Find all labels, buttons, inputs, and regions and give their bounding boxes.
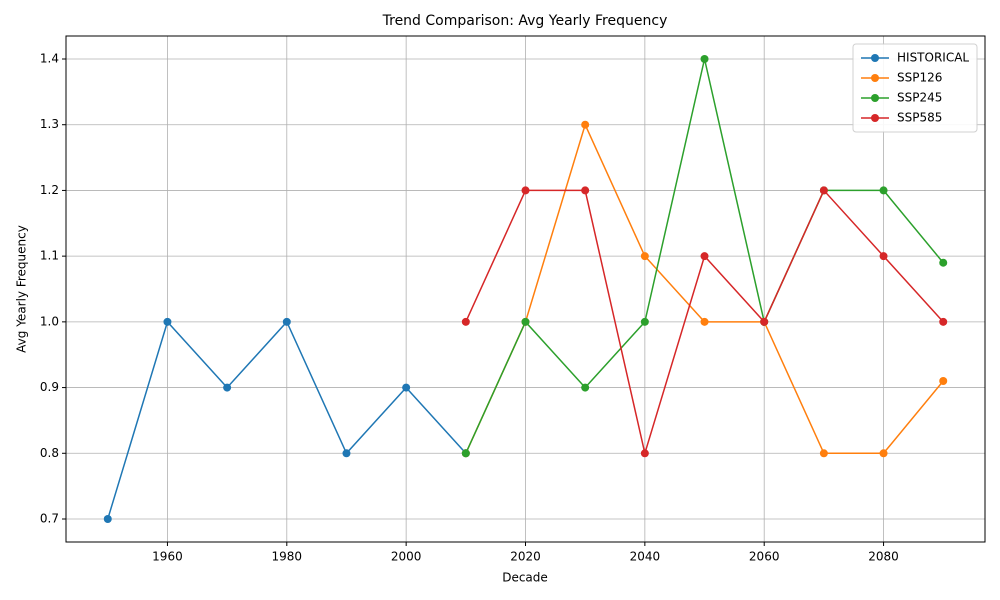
data-point xyxy=(640,252,649,261)
legend-label: SSP585 xyxy=(897,111,942,125)
data-point xyxy=(640,449,649,458)
y-axis-label: Avg Yearly Frequency xyxy=(15,225,29,353)
x-axis-label: Decade xyxy=(502,571,548,585)
data-point xyxy=(879,186,888,195)
legend-marker xyxy=(871,74,879,82)
data-point xyxy=(939,258,948,267)
data-point xyxy=(819,186,828,195)
x-tick-label: 2080 xyxy=(868,550,899,564)
legend-label: SSP245 xyxy=(897,91,942,105)
data-point xyxy=(461,317,470,326)
y-tick-label: 0.8 xyxy=(40,446,59,460)
data-point xyxy=(640,317,649,326)
y-tick-label: 0.7 xyxy=(40,512,59,526)
data-point xyxy=(819,449,828,458)
legend-marker xyxy=(871,114,879,122)
data-point xyxy=(402,383,411,392)
data-point xyxy=(879,449,888,458)
y-tick-label: 1.3 xyxy=(40,117,59,131)
data-point xyxy=(223,383,232,392)
x-tick-label: 2040 xyxy=(630,550,661,564)
data-point xyxy=(521,317,530,326)
x-tick-label: 1980 xyxy=(272,550,303,564)
y-tick-label: 0.9 xyxy=(40,380,59,394)
chart-title: Trend Comparison: Avg Yearly Frequency xyxy=(382,13,668,29)
x-tick-label: 1960 xyxy=(152,550,183,564)
x-tick-label: 2000 xyxy=(391,550,422,564)
y-tick-label: 1.1 xyxy=(40,249,59,263)
data-point xyxy=(760,317,769,326)
x-tick-label: 2060 xyxy=(749,550,780,564)
data-point xyxy=(879,252,888,261)
legend-label: SSP126 xyxy=(897,71,942,85)
legend-box xyxy=(852,43,978,133)
data-point xyxy=(700,317,709,326)
data-point xyxy=(521,186,530,195)
legend-marker xyxy=(871,54,879,62)
data-point xyxy=(939,377,948,385)
y-tick-label: 1.4 xyxy=(40,52,59,66)
legend-label: HISTORICAL xyxy=(897,51,969,65)
data-point xyxy=(700,252,709,261)
legend-marker xyxy=(871,94,879,102)
plot-frame xyxy=(65,35,986,543)
data-point xyxy=(342,449,351,458)
y-tick-label: 1.0 xyxy=(40,314,59,328)
data-point xyxy=(282,317,291,326)
data-point xyxy=(581,120,590,129)
data-point xyxy=(939,317,948,326)
x-tick-label: 2020 xyxy=(510,550,541,564)
data-point xyxy=(581,186,590,195)
data-point xyxy=(700,55,709,63)
data-point xyxy=(461,449,470,458)
data-point xyxy=(163,317,172,326)
data-point xyxy=(581,383,590,392)
data-point xyxy=(103,515,112,523)
y-tick-label: 1.2 xyxy=(40,183,59,197)
